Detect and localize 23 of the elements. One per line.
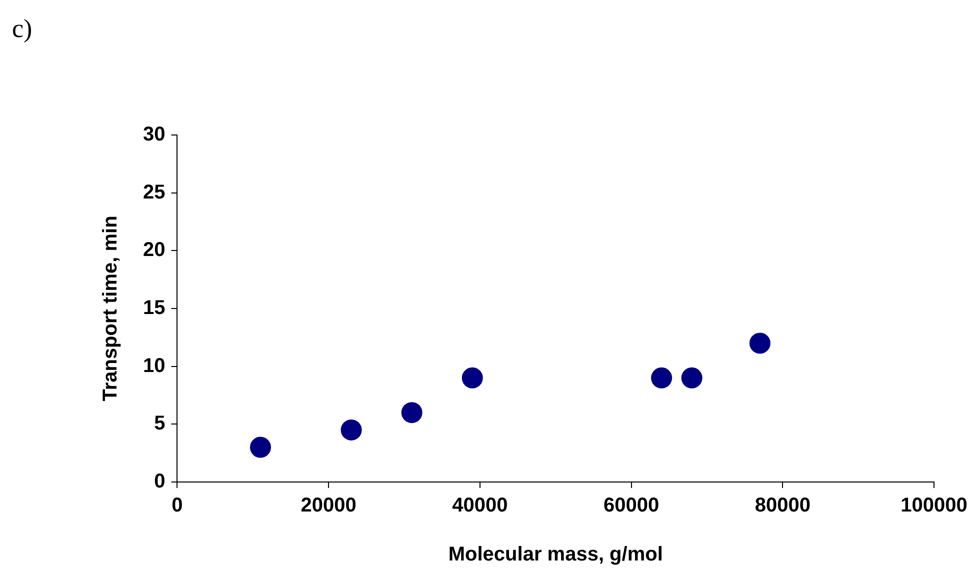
point [401,402,422,424]
y-tick-label: 25 [142,181,166,204]
point [651,367,672,388]
x-tick-label: 40000 [452,494,508,517]
x-tick-label: 60000 [603,494,660,517]
point [749,332,770,354]
x-tick-label: 100000 [900,494,968,517]
y-tick-label: 10 [142,354,166,377]
x-tick-label: 80000 [754,494,810,517]
y-tick-label: 20 [142,239,166,262]
y-tick-label: 30 [142,124,166,146]
point [681,367,702,388]
x-axis-title: Molecular mass, g/mol [448,544,663,566]
x-tick-label: 20000 [300,494,356,517]
y-tick-label: 0 [154,470,166,493]
point [462,367,483,388]
y-tick-label: 15 [142,297,166,320]
y-axis-title: Transport time, min [100,216,122,402]
y-tick-label: 5 [154,412,166,435]
point [340,419,362,440]
point [250,436,271,458]
x-tick-label: 0 [172,494,183,517]
text: c) [12,14,32,44]
